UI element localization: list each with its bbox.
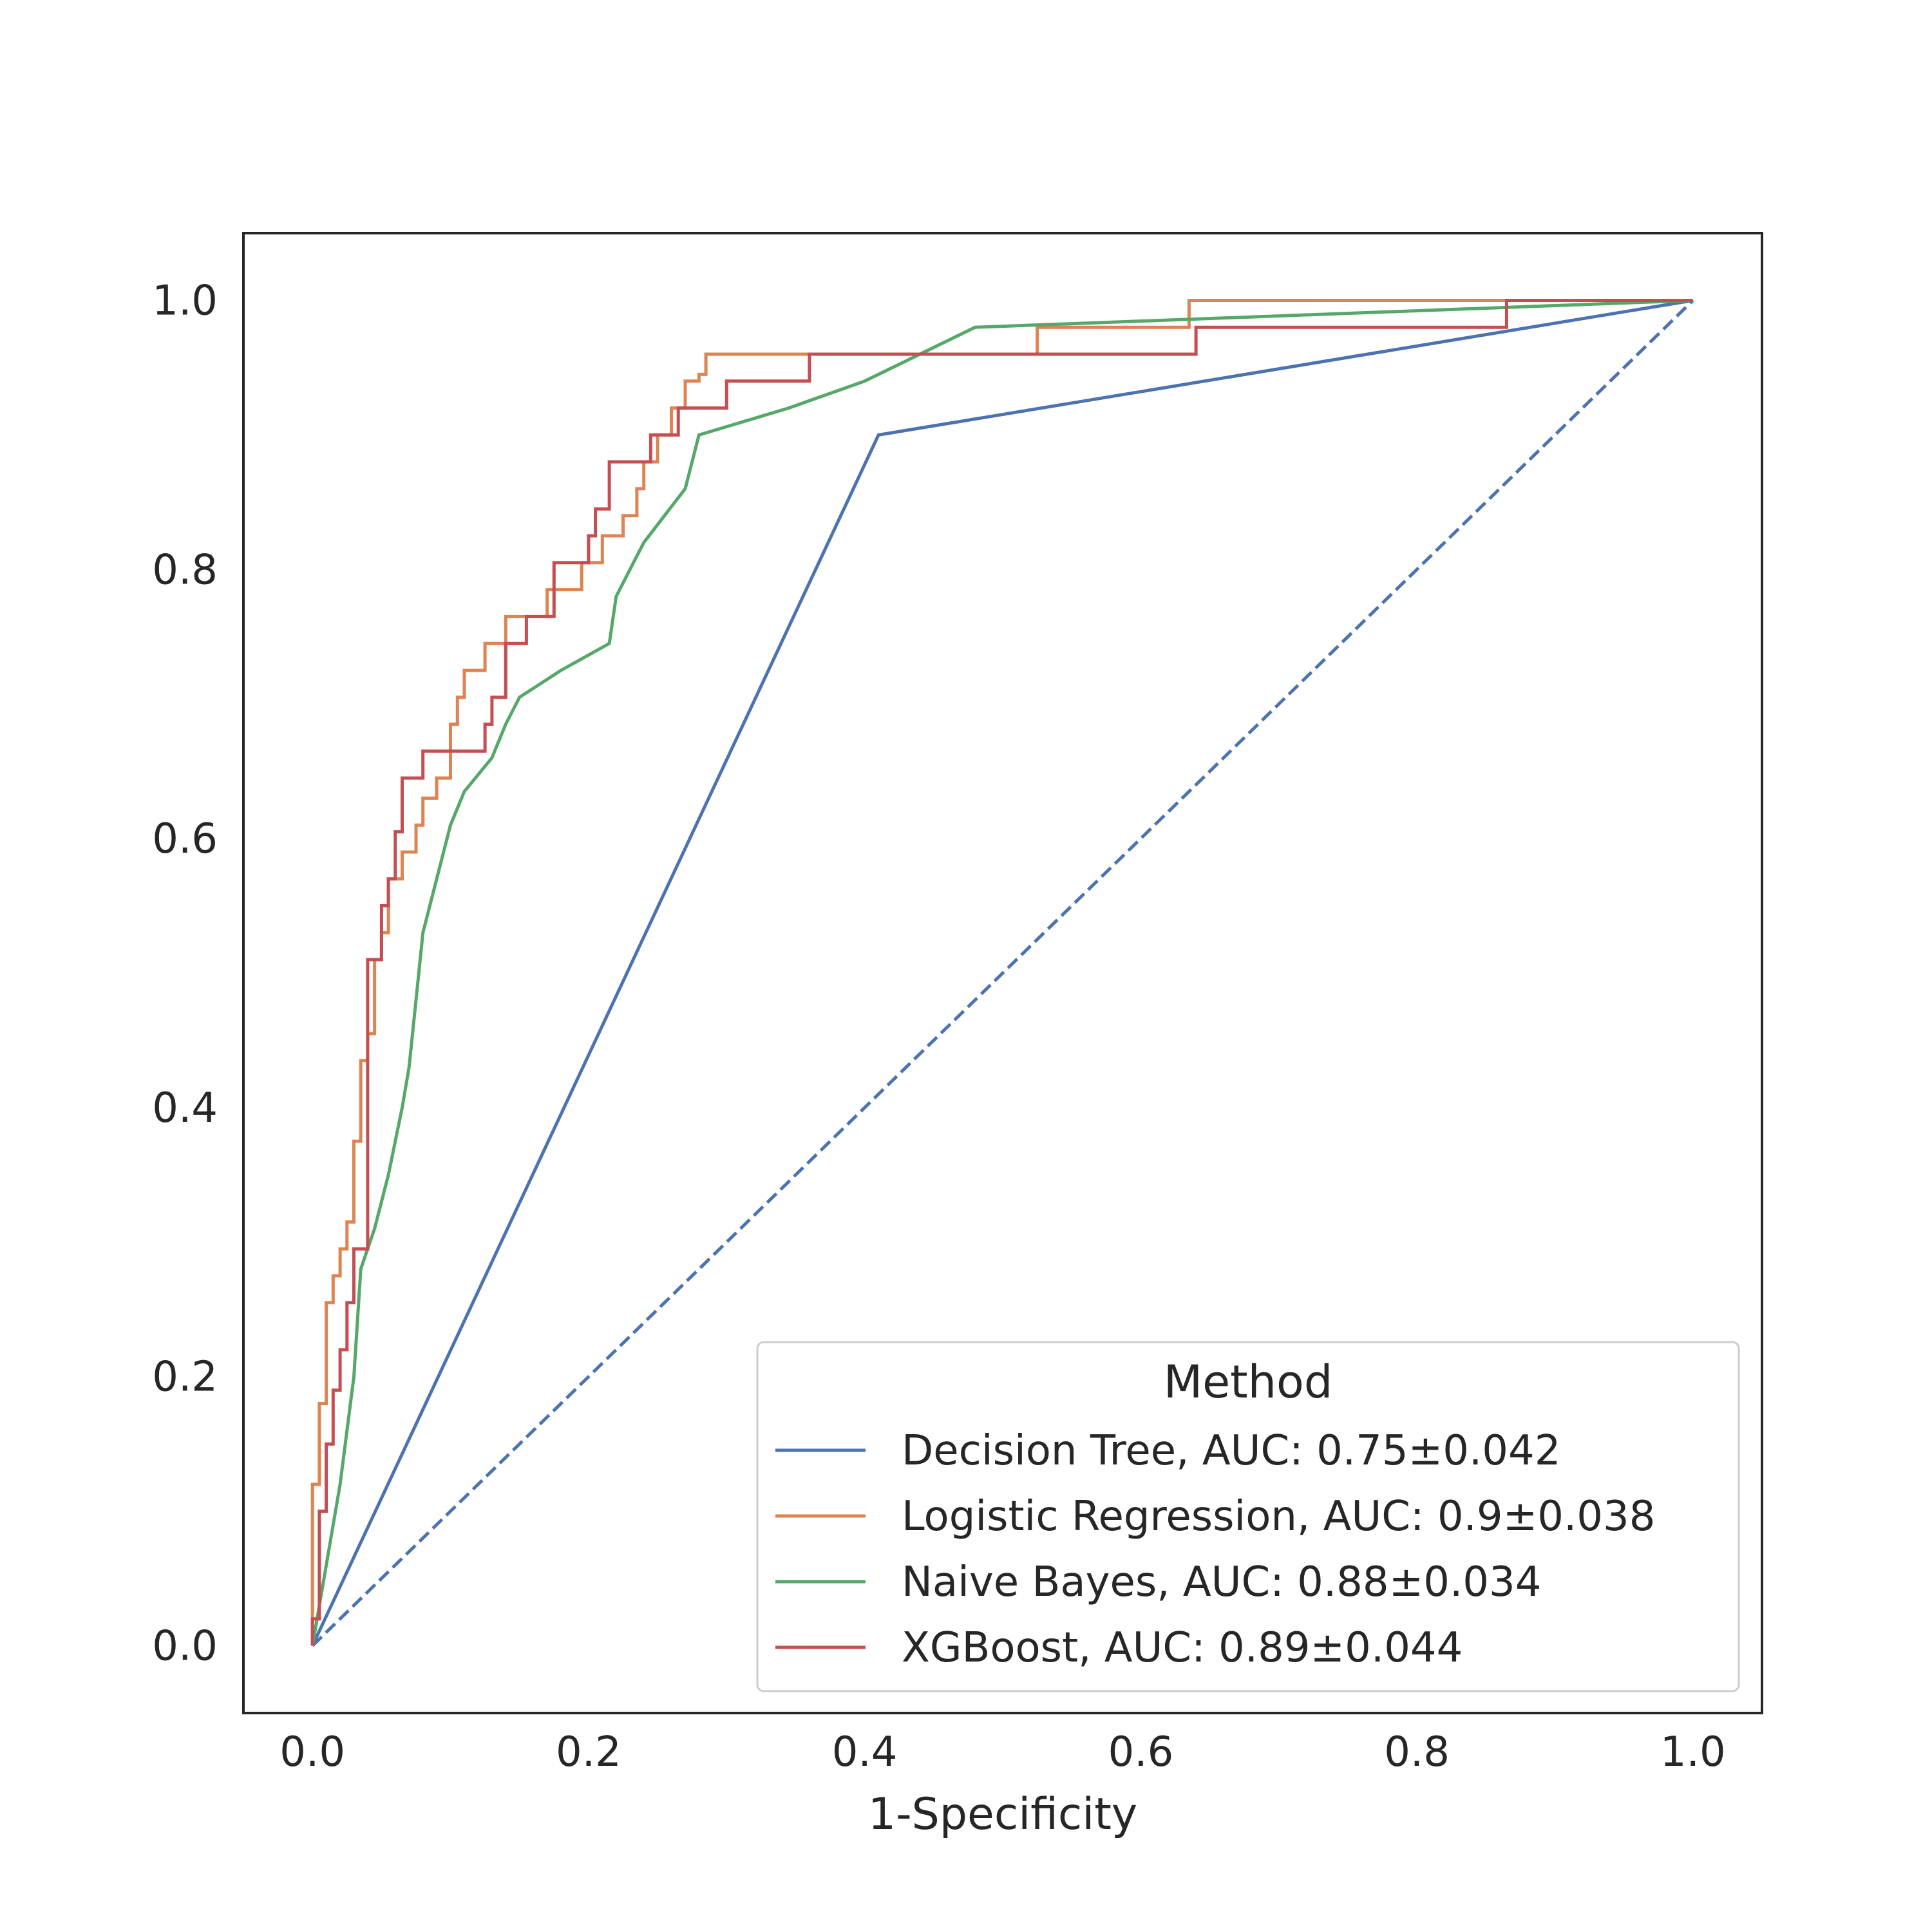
- roc-line-0: [310, 299, 1694, 1647]
- x-tick-label: 0.4: [832, 1728, 898, 1776]
- chance-reference-line: [311, 299, 1694, 1647]
- legend-title: Method: [1164, 1356, 1333, 1408]
- y-tick-label: 0.2: [152, 1354, 218, 1401]
- y-tick-label: 0.8: [152, 546, 218, 594]
- y-tick-label: 0.4: [152, 1084, 218, 1132]
- plot-frame: [242, 232, 1763, 1714]
- legend: Method Decision Tree, AUC: 0.75±0.042 Log…: [756, 1341, 1740, 1692]
- y-tick-label: 0.6: [152, 815, 218, 863]
- legend-box: [756, 1341, 1740, 1692]
- legend-label-2: Naive Bayes, AUC: 0.88±0.034: [902, 1558, 1541, 1606]
- roc-line-2: [310, 299, 1693, 1646]
- x-tick-label: 0.6: [1108, 1728, 1174, 1776]
- roc-line-3: [310, 299, 1693, 1646]
- x-tick-label: 0.2: [556, 1728, 621, 1776]
- y-tick-label: 1.0: [152, 278, 218, 325]
- x-tick-label: 0.8: [1384, 1728, 1450, 1776]
- x-tick-label: 1.0: [1660, 1728, 1726, 1776]
- y-tick-label: 0.0: [152, 1623, 218, 1671]
- y-axis-ticks: 0.0 0.2 0.4 0.6 0.8 1.0: [152, 278, 218, 1671]
- legend-items: Decision Tree, AUC: 0.75±0.042 Logistic R…: [775, 1427, 1655, 1672]
- x-axis-ticks: 0.0 0.2 0.4 0.6 0.8 1.0: [279, 1728, 1725, 1776]
- x-axis-label: 1-Specificity: [868, 1789, 1137, 1840]
- roc-line-1: [310, 299, 1693, 1646]
- x-tick-label: 0.0: [279, 1728, 345, 1776]
- legend-label-0: Decision Tree, AUC: 0.75±0.042: [902, 1427, 1560, 1475]
- legend-label-3: XGBoost, AUC: 0.89±0.044: [902, 1624, 1463, 1672]
- series-layer: [310, 299, 1694, 1647]
- legend-label-1: Logistic Regression, AUC: 0.9±0.038: [902, 1493, 1655, 1540]
